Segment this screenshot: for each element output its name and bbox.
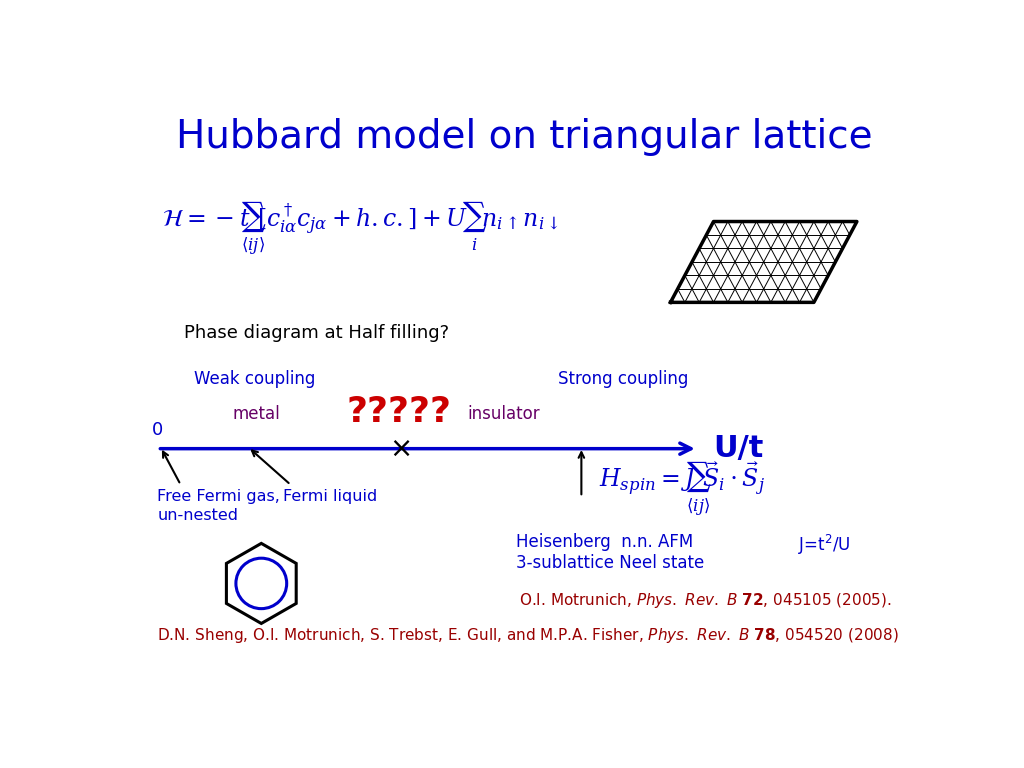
- Text: D.N. Sheng, O.I. Motrunich, S. Trebst, E. Gull, and M.P.A. Fisher, $\mathit{Phys: D.N. Sheng, O.I. Motrunich, S. Trebst, E…: [158, 626, 899, 645]
- Text: Heisenberg  n.n. AFM: Heisenberg n.n. AFM: [515, 533, 693, 551]
- Text: $\mathcal{H} = -t \!\!\sum_{\langle ij \rangle}\!\! [c^\dagger_{i\alpha} c_{j\al: $\mathcal{H} = -t \!\!\sum_{\langle ij \…: [162, 200, 559, 258]
- Text: Strong coupling: Strong coupling: [558, 370, 688, 389]
- Text: un-nested: un-nested: [158, 508, 239, 523]
- Text: $H_{spin} = J \!\!\sum_{\langle ij \rangle}\!\! \vec{S}_i \cdot \vec{S}_j$: $H_{spin} = J \!\!\sum_{\langle ij \rang…: [599, 460, 765, 519]
- Text: Hubbard model on triangular lattice: Hubbard model on triangular lattice: [176, 118, 873, 156]
- Text: $\times$: $\times$: [388, 435, 410, 462]
- Text: Fermi liquid: Fermi liquid: [283, 489, 377, 505]
- Text: O.I. Motrunich, $\mathit{Phys.\ Rev.\ B}$ $\mathbf{72}$, 045105 (2005).: O.I. Motrunich, $\mathit{Phys.\ Rev.\ B}…: [519, 591, 891, 610]
- Text: J=t$^2$/U: J=t$^2$/U: [799, 533, 851, 558]
- Text: Phase diagram at Half filling?: Phase diagram at Half filling?: [183, 324, 449, 343]
- Text: 3-sublattice Neel state: 3-sublattice Neel state: [515, 554, 703, 572]
- Text: ?????: ?????: [347, 396, 452, 429]
- Text: insulator: insulator: [468, 405, 541, 423]
- Text: Free Fermi gas,: Free Fermi gas,: [158, 489, 281, 505]
- Text: 0: 0: [152, 421, 163, 439]
- Text: Weak coupling: Weak coupling: [194, 370, 315, 389]
- Text: metal: metal: [232, 405, 280, 423]
- Text: U/t: U/t: [713, 434, 764, 463]
